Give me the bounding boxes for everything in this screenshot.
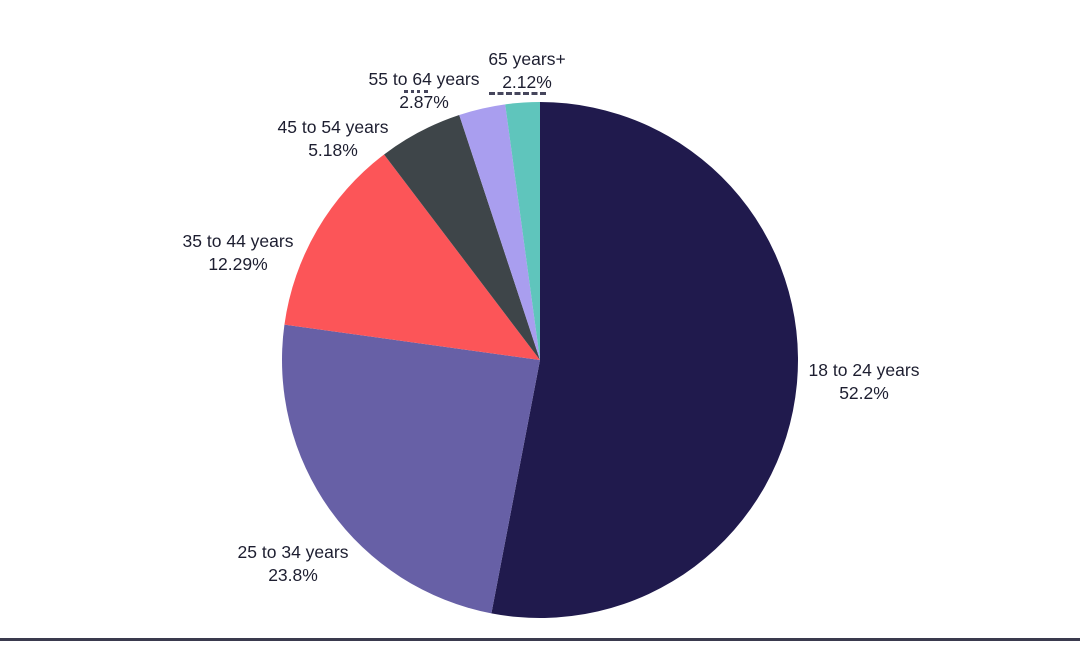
slice-label-18-to-24-years: 18 to 24 years 52.2% bbox=[809, 359, 920, 405]
slice-label-percent: 2.87% bbox=[399, 92, 449, 112]
pie-svg bbox=[282, 102, 798, 618]
slice-label-name: 18 to 24 years bbox=[808, 360, 920, 380]
pie-slice-35-to-44-years bbox=[284, 154, 540, 360]
pie-slice-55-to-64-years bbox=[459, 104, 540, 361]
slice-label-percent: 23.8% bbox=[268, 565, 318, 585]
slice-label-35-to-44-years: 35 to 44 years 12.29% bbox=[183, 230, 294, 276]
pie-chart bbox=[282, 102, 798, 618]
pie-slice-45-to-54-years bbox=[384, 114, 540, 360]
pie-slice-65-years bbox=[505, 102, 540, 360]
slice-label-name: 35 to 44 years bbox=[182, 231, 294, 251]
bottom-divider-line bbox=[0, 638, 1080, 641]
slice-label-name: 65 years+ bbox=[488, 49, 566, 69]
pie-slice-18-to-24-years bbox=[491, 102, 798, 618]
slice-label-55-to-64-years: 55 to 64 years 2.87% bbox=[369, 68, 480, 114]
slice-label-percent: 12.29% bbox=[208, 254, 268, 274]
slice-label-percent: 5.18% bbox=[308, 140, 358, 160]
slice-label-45-to-54-years: 45 to 54 years 5.18% bbox=[278, 116, 389, 162]
slice-label-25-to-34-years: 25 to 34 years 23.8% bbox=[238, 541, 349, 587]
slice-label-percent: 2.12% bbox=[502, 72, 552, 92]
pie-slice-25-to-34-years bbox=[282, 324, 540, 614]
slice-label-name: 25 to 34 years bbox=[237, 542, 349, 562]
overlapped-label-artifact bbox=[489, 92, 546, 95]
slice-label-name: 45 to 54 years bbox=[277, 117, 389, 137]
slice-label-name: 55 to 64 years bbox=[368, 69, 480, 89]
overlapped-label-artifact bbox=[404, 90, 428, 93]
slice-label-65-years-plus: 65 years+ 2.12% bbox=[488, 48, 565, 94]
slice-label-percent: 52.2% bbox=[839, 383, 889, 403]
